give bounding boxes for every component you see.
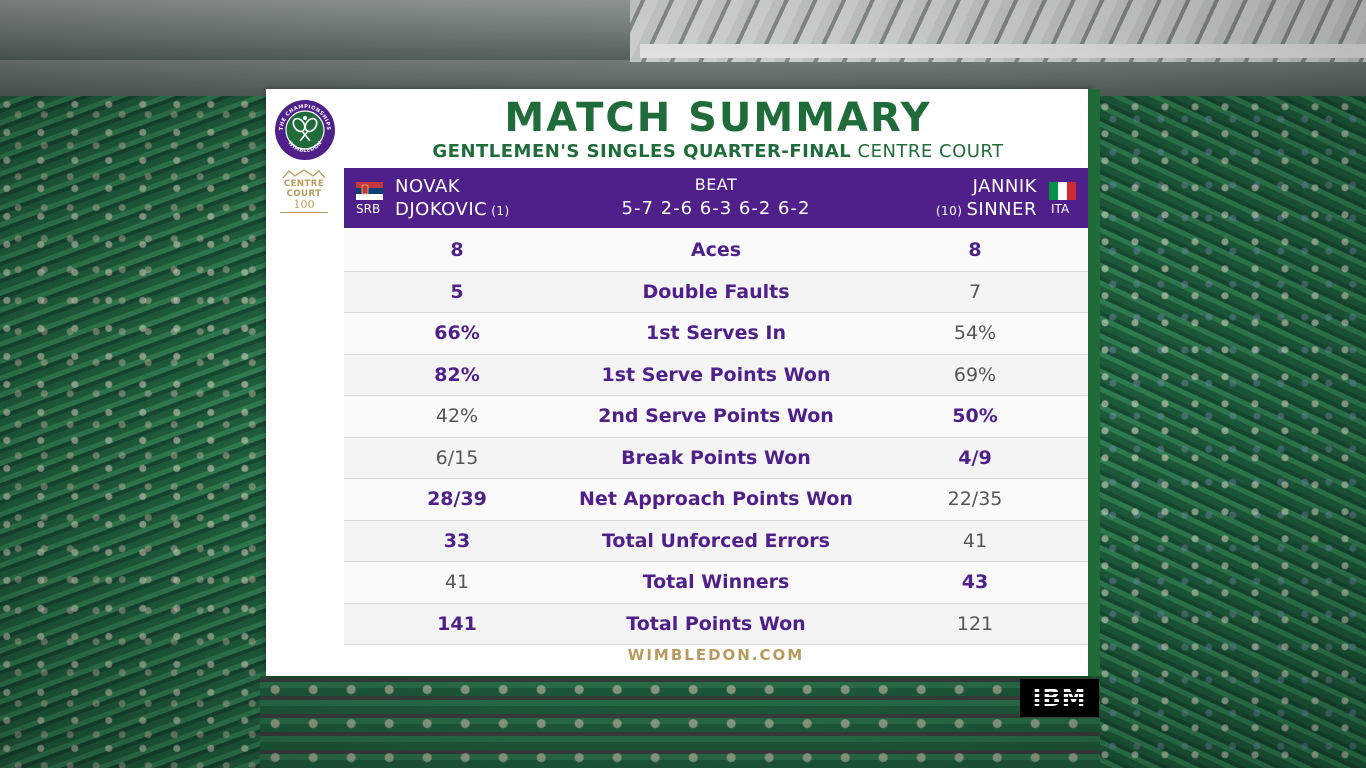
player1-stat-value: 5 xyxy=(450,280,464,303)
player2-first-name: JANNIK xyxy=(972,176,1037,197)
logo-column: THE CHAMPIONSHIPS WIMBLEDON CENTRE COURT… xyxy=(266,89,344,676)
stat-row: 42% 2nd Serve Points Won 50% xyxy=(344,396,1088,438)
player1-stat-value: 42% xyxy=(435,405,479,427)
stat-label: 1st Serves In xyxy=(646,322,786,344)
player1-stat-value: 6/15 xyxy=(435,446,479,469)
player1-stat-value: 141 xyxy=(437,612,477,635)
serbia-flag-icon xyxy=(356,182,383,200)
venue-name: CENTRE COURT xyxy=(857,141,1004,162)
crown-icon xyxy=(282,169,326,179)
player2-stat-value: 22/35 xyxy=(947,488,1003,510)
player2-last-name: SINNER xyxy=(966,199,1037,220)
player2-stat-value: 69% xyxy=(953,363,997,386)
stat-label: Break Points Won xyxy=(621,446,811,469)
stat-label: 2nd Serve Points Won xyxy=(598,405,834,427)
players-header: SRB NOVAK DJOKOVIC (1) BEAT 5-7 2-6 6-3 6… xyxy=(344,168,1088,228)
stand-right xyxy=(1096,96,1366,768)
panel-green-edge xyxy=(1088,89,1100,676)
stat-label: Total Points Won xyxy=(626,612,806,635)
stat-label: Net Approach Points Won xyxy=(579,488,853,510)
stat-row: 8 Aces 8 xyxy=(344,230,1088,272)
stand-bottom xyxy=(260,676,1100,768)
stat-label: Double Faults xyxy=(642,280,790,303)
subtitle: GENTLEMEN'S SINGLES QUARTER-FINAL CENTRE… xyxy=(344,140,1092,164)
centre-court-100-logo: CENTRE COURT 100 xyxy=(276,169,332,217)
page-title: MATCH SUMMARY xyxy=(504,95,932,141)
result-word: BEAT xyxy=(694,175,738,194)
player2-stat-value: 8 xyxy=(968,239,982,261)
player2-seed: (10) xyxy=(935,204,963,218)
player2-stat-value: 54% xyxy=(953,322,997,344)
player2-country-code: ITA xyxy=(1051,202,1070,216)
stat-row: 82% 1st Serve Points Won 69% xyxy=(344,354,1088,396)
stat-label: 1st Serve Points Won xyxy=(601,363,831,386)
player2-last-name-row: (10) SINNER xyxy=(936,199,1037,222)
stat-label: Total Winners xyxy=(642,571,790,593)
ibm-sponsor-logo: IBM xyxy=(1020,679,1099,717)
player1-stat-value: 8 xyxy=(450,239,464,261)
player1-stat-value: 66% xyxy=(434,322,480,344)
centre-court-line2: COURT xyxy=(286,189,322,199)
player1-last-name: DJOKOVIC xyxy=(395,199,488,220)
stat-row: 141 Total Points Won 121 xyxy=(344,603,1088,645)
stats-table: 8 Aces 8 5 Double Faults 7 66% 1st Serves In 54%… xyxy=(344,230,1088,645)
stat-row: 33 Total Unforced Errors 41 xyxy=(344,520,1088,562)
stand-left xyxy=(0,96,270,768)
stat-row: 28/39 Net Approach Points Won 22/35 xyxy=(344,479,1088,521)
player1-stat-value: 41 xyxy=(444,571,470,593)
centre-court-rule xyxy=(280,212,328,213)
italy-flag-icon xyxy=(1049,182,1076,200)
stat-row: 6/15 Break Points Won 4/9 xyxy=(344,437,1088,479)
match-summary-panel: THE CHAMPIONSHIPS WIMBLEDON CENTRE COURT… xyxy=(266,89,1092,676)
player1-seed: (1) xyxy=(491,204,510,218)
player1-first-name: NOVAK xyxy=(395,176,461,197)
stat-row: 41 Total Winners 43 xyxy=(344,562,1088,604)
player2-stat-value: 7 xyxy=(968,280,982,303)
ibm-logo-text: IBM xyxy=(1032,684,1087,712)
player2-stat-value: 4/9 xyxy=(958,446,992,469)
roof-beam xyxy=(640,44,1366,58)
player1-stat-value: 82% xyxy=(434,363,480,386)
centre-court-line1: CENTRE xyxy=(283,179,325,189)
player1-last-name-row: DJOKOVIC (1) xyxy=(395,199,510,222)
player2-stat-value: 41 xyxy=(962,529,988,552)
player1-stat-value: 33 xyxy=(443,529,471,552)
stat-label: Aces xyxy=(690,239,742,261)
centre-court-number: 100 xyxy=(293,198,315,211)
website-footer: WIMBLEDON.COM xyxy=(627,646,805,664)
stat-label: Total Unforced Errors xyxy=(602,529,830,552)
event-name: GENTLEMEN'S SINGLES QUARTER-FINAL xyxy=(432,141,852,162)
stat-row: 66% 1st Serves In 54% xyxy=(344,313,1088,355)
player2-stat-value: 43 xyxy=(961,571,989,593)
result-score: 5-7 2-6 6-3 6-2 6-2 xyxy=(621,198,811,219)
player2-stat-value: 121 xyxy=(956,612,994,635)
player1-stat-value: 28/39 xyxy=(427,488,487,510)
wimbledon-logo: THE CHAMPIONSHIPS WIMBLEDON xyxy=(275,100,335,160)
player1-country-code: SRB xyxy=(356,202,381,216)
player2-stat-value: 50% xyxy=(952,405,998,427)
stat-row: 5 Double Faults 7 xyxy=(344,271,1088,313)
